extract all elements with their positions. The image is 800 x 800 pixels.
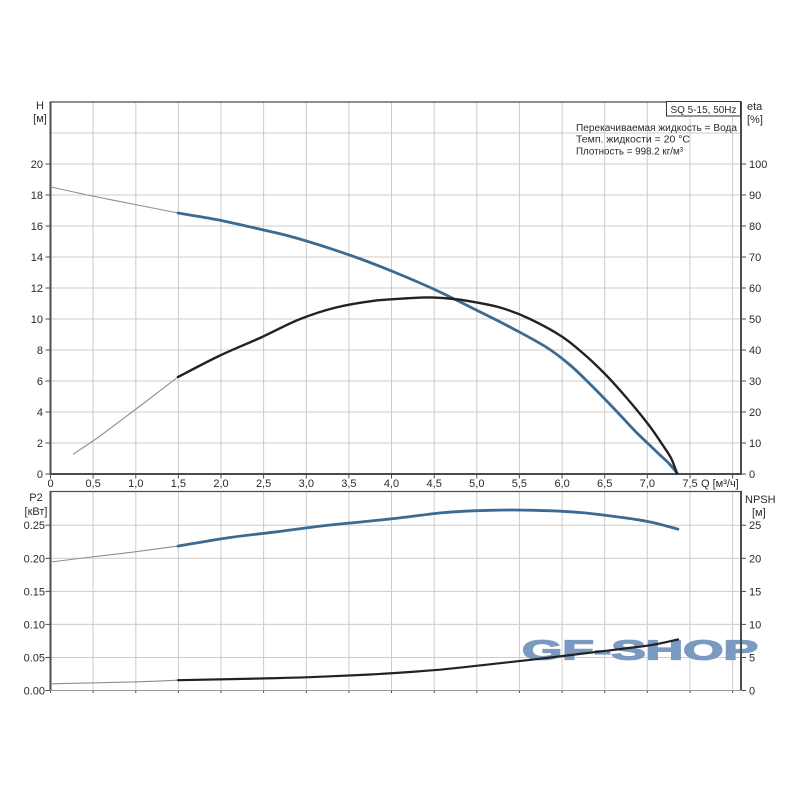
svg-text:5,5: 5,5 [512, 478, 527, 490]
svg-text:25: 25 [749, 520, 761, 532]
svg-text:4: 4 [37, 407, 43, 419]
svg-text:0: 0 [47, 478, 53, 490]
svg-text:50: 50 [749, 314, 761, 326]
svg-text:0: 0 [37, 469, 43, 481]
svg-text:SQ 5-15, 50Hz: SQ 5-15, 50Hz [671, 105, 737, 116]
svg-text:20: 20 [31, 159, 43, 171]
svg-text:0.05: 0.05 [24, 653, 45, 665]
svg-text:100: 100 [749, 159, 767, 171]
svg-text:0.20: 0.20 [24, 553, 45, 565]
svg-text:3,0: 3,0 [299, 478, 314, 490]
svg-text:10: 10 [31, 314, 43, 326]
svg-text:0.15: 0.15 [24, 586, 45, 598]
svg-text:6,5: 6,5 [597, 478, 612, 490]
svg-text:Перекачиваемая жидкость = Вода: Перекачиваемая жидкость = Вода [576, 123, 737, 134]
svg-text:12: 12 [31, 283, 43, 295]
svg-text:2: 2 [37, 438, 43, 450]
svg-text:[м]: [м] [33, 113, 47, 125]
svg-text:6: 6 [37, 376, 43, 388]
svg-text:20: 20 [749, 407, 761, 419]
svg-text:0: 0 [749, 686, 755, 698]
svg-text:15: 15 [749, 586, 761, 598]
svg-text:3,5: 3,5 [341, 478, 356, 490]
svg-text:0.10: 0.10 [24, 619, 45, 631]
svg-text:70: 70 [749, 252, 761, 264]
svg-text:90: 90 [749, 190, 761, 202]
svg-text:8: 8 [37, 345, 43, 357]
svg-text:0.25: 0.25 [24, 520, 45, 532]
svg-text:[м]: [м] [752, 507, 766, 519]
svg-text:40: 40 [749, 345, 761, 357]
svg-text:16: 16 [31, 221, 43, 233]
svg-text:1,0: 1,0 [128, 478, 143, 490]
svg-text:P2: P2 [29, 492, 42, 504]
svg-text:[%]: [%] [747, 114, 763, 126]
svg-text:eta: eta [747, 101, 763, 113]
svg-text:10: 10 [749, 438, 761, 450]
svg-text:0: 0 [749, 469, 755, 481]
svg-text:H: H [36, 100, 44, 112]
svg-text:Плотность = 998.2 кг/м³: Плотность = 998.2 кг/м³ [576, 146, 684, 157]
svg-text:18: 18 [31, 190, 43, 202]
svg-text:1,5: 1,5 [171, 478, 186, 490]
svg-text:7,5: 7,5 [682, 478, 697, 490]
svg-text:0,5: 0,5 [85, 478, 100, 490]
svg-text:10: 10 [749, 619, 761, 631]
svg-text:2,5: 2,5 [256, 478, 271, 490]
svg-text:4,5: 4,5 [427, 478, 442, 490]
svg-text:80: 80 [749, 221, 761, 233]
svg-text:2,0: 2,0 [213, 478, 228, 490]
svg-text:NPSH: NPSH [745, 494, 776, 506]
svg-text:[кВт]: [кВт] [25, 506, 48, 518]
svg-text:6,0: 6,0 [554, 478, 569, 490]
svg-text:GF-SHOP: GF-SHOP [522, 635, 758, 666]
svg-text:20: 20 [749, 553, 761, 565]
svg-text:7,0: 7,0 [640, 478, 655, 490]
svg-text:5: 5 [749, 653, 755, 665]
svg-text:0.00: 0.00 [24, 686, 45, 698]
svg-text:60: 60 [749, 283, 761, 295]
svg-text:14: 14 [31, 252, 43, 264]
svg-text:5,0: 5,0 [469, 478, 484, 490]
svg-text:4,0: 4,0 [384, 478, 399, 490]
svg-text:Темп. жидкости = 20 °C: Темп. жидкости = 20 °C [576, 135, 690, 146]
svg-text:Q [м³/ч]: Q [м³/ч] [701, 478, 739, 490]
svg-text:30: 30 [749, 376, 761, 388]
